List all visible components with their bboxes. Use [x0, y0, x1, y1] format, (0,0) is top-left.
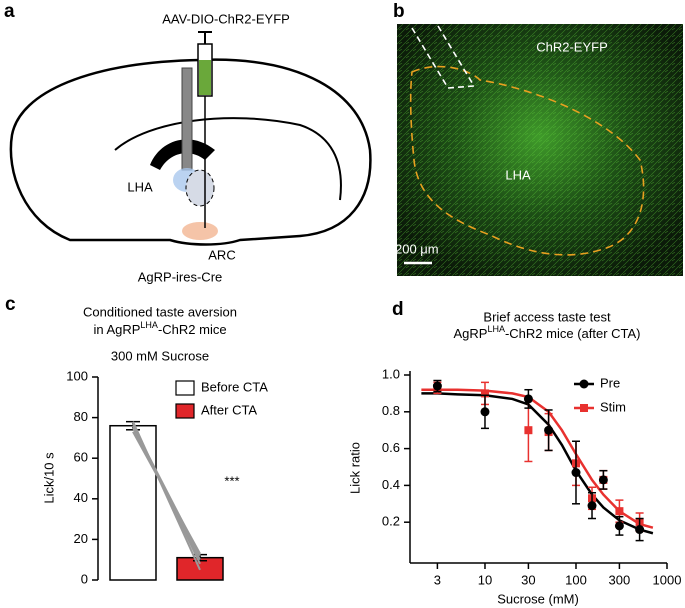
- y-tick-label: 0.6: [382, 440, 400, 455]
- y-tick-label: 0.2: [382, 514, 400, 529]
- paired-line: [132, 431, 201, 555]
- panel-letter: d: [392, 299, 404, 320]
- legend-label: After CTA: [201, 402, 257, 417]
- legend-marker: [580, 404, 588, 412]
- arc-region: [182, 222, 218, 240]
- subtitle-part: LHA: [487, 324, 505, 334]
- y-tick-label: 0.8: [382, 403, 400, 418]
- subtitle-part: -ChR2 mice: [158, 322, 227, 337]
- fiber-track: [411, 25, 475, 89]
- significance: ***: [224, 473, 239, 488]
- panel-letter: b: [393, 1, 405, 22]
- chart-subtitle: AgRPLHA-ChR2 mice (after CTA): [453, 324, 640, 341]
- y-tick-label: 0.4: [382, 477, 400, 492]
- legend-marker: [579, 379, 589, 389]
- x-axis-label: Sucrose (mM): [497, 591, 579, 606]
- cerebellum-line: [114, 117, 342, 201]
- x-tick-label: 300: [609, 572, 631, 587]
- marker: [587, 501, 597, 511]
- y-tick-label: 0: [81, 571, 88, 586]
- marker: [524, 426, 533, 435]
- marker: [480, 407, 490, 417]
- y-tick-label: 60: [74, 450, 88, 465]
- chart-title: Conditioned taste aversion: [83, 304, 237, 319]
- optic-fiber: [181, 67, 193, 171]
- marker: [635, 525, 645, 535]
- panel-b: b ChR2-EYFP LHA 200 μm: [393, 1, 683, 276]
- panel-letter: a: [4, 1, 15, 22]
- legend-label: Pre: [600, 375, 620, 390]
- y-tick-label: 80: [74, 409, 88, 424]
- mouse-label: AgRP-ires-Cre: [138, 269, 223, 284]
- x-tick-label: 3: [434, 572, 441, 587]
- subtitle-part: in AgRP: [93, 322, 140, 337]
- lha-region: [185, 169, 215, 207]
- lha-outline: [409, 65, 645, 256]
- y-tick-label: 20: [74, 531, 88, 546]
- y-tick-label: 1.0: [382, 366, 400, 381]
- legend-swatch: [175, 403, 195, 419]
- y-axis-label: Lick/10 s: [41, 452, 56, 504]
- micrograph-texture: [397, 24, 683, 276]
- ventricle: [150, 139, 215, 170]
- chart-subtitle: in AgRPLHA-ChR2 mice: [93, 320, 226, 337]
- syringe-fluid: [199, 60, 211, 95]
- x-tick-label: 10: [478, 572, 492, 587]
- syringe-label: AAV-DIO-ChR2-EYFP: [162, 11, 290, 26]
- y-axis-label: Lick ratio: [347, 442, 362, 494]
- legend-swatch: [175, 380, 195, 396]
- marker: [523, 394, 533, 404]
- marker: [571, 468, 581, 478]
- bar: [109, 424, 157, 581]
- legend-label: Stim: [600, 399, 626, 414]
- marker: [432, 381, 442, 391]
- marker: [480, 389, 489, 398]
- nucleus-label: ARC: [208, 247, 235, 262]
- region-label: LHA: [127, 179, 153, 194]
- scale-label: 200 μm: [395, 241, 439, 256]
- y-tick-label: 40: [74, 490, 88, 505]
- subtitle-part: AgRP: [453, 326, 487, 341]
- marker: [615, 507, 624, 516]
- x-tick-label: 1000: [653, 572, 682, 587]
- region-label: LHA: [505, 167, 531, 182]
- panel-a: a AAV-DIO-ChR2-EYFP LHA ARC AgRP-ires-Cr…: [4, 1, 372, 284]
- fit-curve: [421, 392, 654, 535]
- x-tick-label: 30: [521, 572, 535, 587]
- chart-note: 300 mM Sucrose: [111, 348, 209, 363]
- marker: [544, 425, 554, 435]
- subtitle-part: LHA: [140, 320, 158, 330]
- marker: [598, 475, 608, 485]
- stain-label: ChR2-EYFP: [536, 39, 608, 54]
- y-tick-label: 100: [66, 368, 88, 383]
- x-tick-label: 100: [565, 572, 587, 587]
- panel-letter: c: [5, 294, 16, 315]
- chart-title: Brief access taste test: [483, 309, 611, 324]
- marker: [614, 521, 624, 531]
- legend-label: Before CTA: [201, 379, 268, 394]
- subtitle-part: -ChR2 mice (after CTA): [505, 326, 641, 341]
